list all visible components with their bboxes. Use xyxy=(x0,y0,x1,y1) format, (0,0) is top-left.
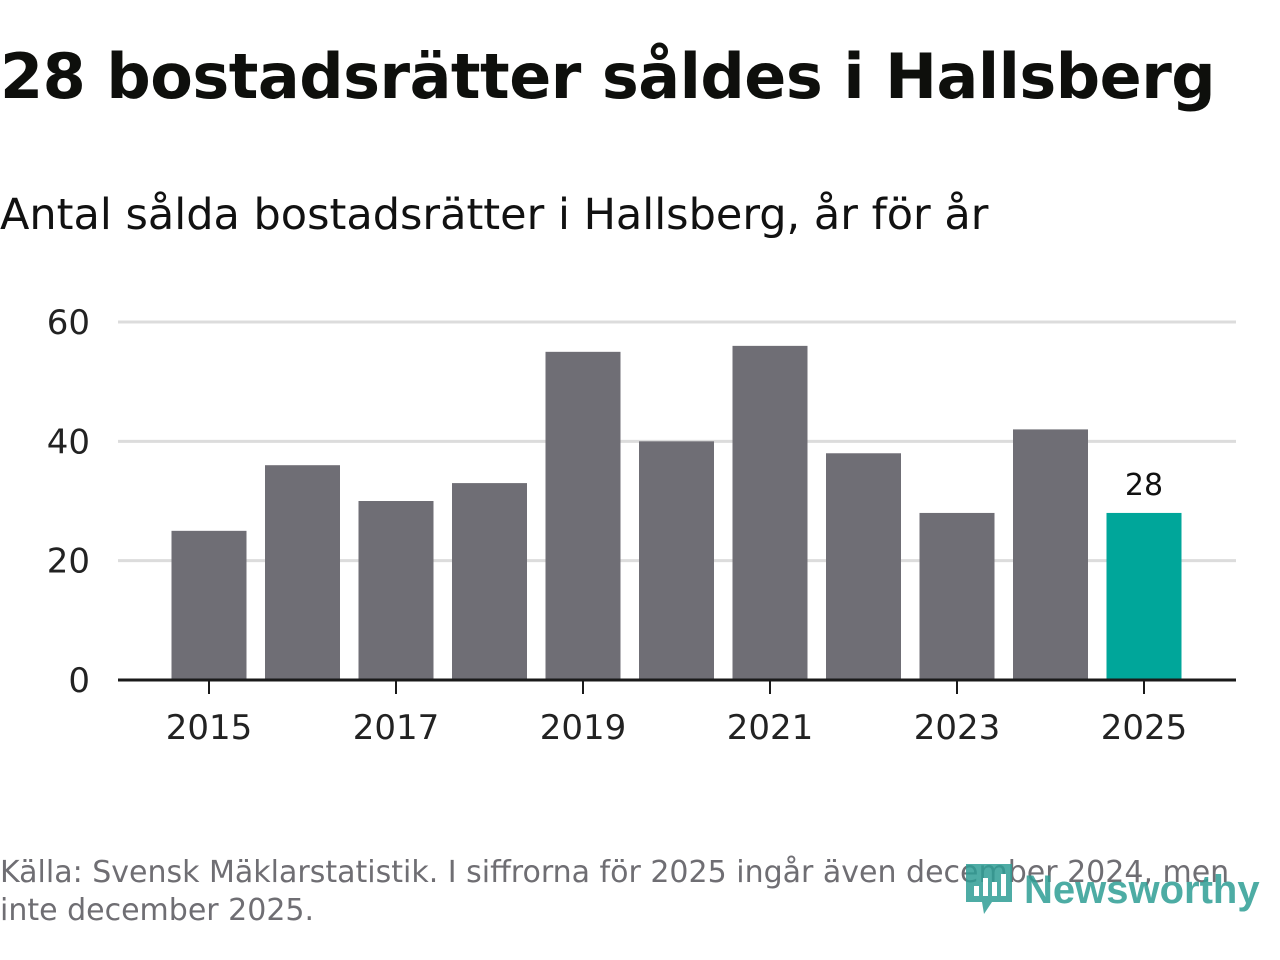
newsworthy-logo: Newsworthy xyxy=(962,860,1260,920)
data-label-2025: 28 xyxy=(1125,468,1163,503)
bars xyxy=(171,345,1182,680)
bar-2019 xyxy=(545,351,621,680)
bar-2020 xyxy=(639,441,714,680)
y-tick-label: 60 xyxy=(47,303,90,343)
x-tick-label: 2017 xyxy=(353,708,440,748)
bar-2016 xyxy=(265,465,340,680)
bar-2024 xyxy=(1013,429,1088,680)
bar-2023 xyxy=(919,512,995,680)
bar-2018 xyxy=(452,483,527,680)
bar-chart: 0 20 40 60 2015 2017 2019 2021 2023 2025 28 xyxy=(47,303,1236,748)
x-tick-label: 2015 xyxy=(166,708,253,748)
x-tick-label: 2021 xyxy=(727,708,814,748)
y-tick-label: 0 xyxy=(68,661,90,701)
bar-2025 xyxy=(1106,512,1182,680)
x-tick-label: 2023 xyxy=(914,708,1001,748)
bar-2015 xyxy=(171,530,247,680)
newsworthy-logo-text: Newsworthy xyxy=(1024,867,1260,912)
y-tick-label: 20 xyxy=(47,542,90,582)
y-axis-labels: 0 20 40 60 xyxy=(47,303,90,701)
bar-2017 xyxy=(358,501,434,680)
x-tick-label: 2019 xyxy=(540,708,627,748)
data-labels: 28 xyxy=(1125,468,1163,503)
y-tick-label: 40 xyxy=(47,422,90,462)
source-note: Källa: Svensk Mäklarstatistik. I siffror… xyxy=(0,855,1230,928)
x-axis xyxy=(118,678,1236,694)
chart-subtitle: Antal sålda bostadsrätter i Hallsberg, å… xyxy=(0,190,989,240)
bar-2021 xyxy=(732,345,808,680)
page-title: 28 bostadsrätter såldes i Hallsberg xyxy=(0,40,1216,113)
x-tick-label: 2025 xyxy=(1101,708,1188,748)
newsworthy-logo-icon xyxy=(966,864,1012,914)
x-axis-labels: 2015 2017 2019 2021 2023 2025 xyxy=(166,708,1188,748)
bar-2022 xyxy=(826,453,901,680)
